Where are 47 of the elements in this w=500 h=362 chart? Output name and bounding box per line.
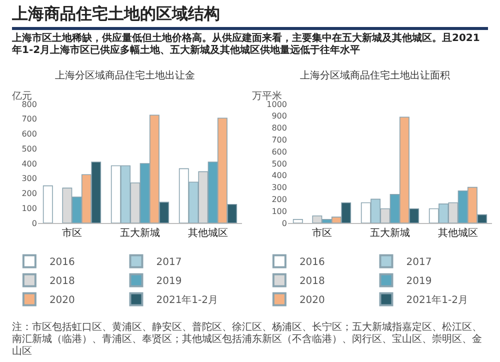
y-tick-label: 300 [272,183,287,192]
legend-label: 2018 [299,276,325,288]
x-tick-label: 五大新城 [370,227,410,239]
y-tick-label: 600 [22,130,37,139]
y-tick-label: 800 [272,124,287,133]
text: 上海商品住宅土地的区域结构 [12,4,488,30]
legend-label: 2020 [49,295,75,306]
y-tick-label: 100 [272,206,287,216]
y-tick-label: 200 [22,189,37,198]
text: 上海市区土地稀缺，供应量低但土地价格高。从供应建面来看，主要集中在五大新城及其他城区。且2021年1-2月上海市区已供应多幅土地、五大新城及其他城区供地量远低于往年水平 [12,33,481,57]
y-tick-label: 500 [272,159,287,168]
y-tick-label: 0 [282,218,287,228]
chart-title: 上海分区域商品住宅土地出让面积 [300,70,450,82]
y-tick-label: 200 [272,195,287,204]
legend-label: 2021年1-2月 [406,294,468,306]
x-tick-label: 五大新城 [120,227,160,239]
y-tick-label: 700 [22,114,37,124]
legend-label: 2019 [156,276,182,288]
y-tick-label: 700 [272,136,287,144]
y-tick-label: 400 [22,159,37,168]
x-tick-label: 市区 [62,227,82,239]
chart-title: 上海分区域商品住宅土地出让金 [55,70,195,82]
x-tick-label: 其他城区 [438,227,478,239]
legend-label: 2020 [299,295,325,306]
y-tick-label: 1000 [266,100,287,109]
y-tick-label: 600 [272,147,287,156]
y-tick-label: 500 [22,144,37,154]
bar [292,219,303,223]
legend-label: 2017 [156,257,182,268]
y-tick-label: 100 [22,204,37,213]
x-tick-label: 其他城区 [188,227,228,239]
x-tick-label: 市区 [312,227,332,239]
y-tick-label: 900 [272,112,287,121]
y-tick-label: 400 [272,171,287,180]
y-axis-title: 亿元 [11,91,32,102]
legend-label: 2016 [299,257,325,268]
legend-label: 2017 [406,257,432,268]
legend-label: 2016 [49,257,75,268]
y-tick-label: 0 [32,218,37,228]
legend-label: 2018 [49,276,75,288]
bar [42,185,53,223]
y-tick-label: 800 [22,100,37,109]
y-tick-label: 300 [22,174,37,184]
legend-label: 2019 [406,276,432,288]
text: 注：市区包括虹口区、黄浦区、静安区、普陀区、徐汇区、杨浦区、长宁区；五大新城指嘉定区、松江区、南汇新城（临港）、青浦区、奉贤区；其他城区包括浦东新区（不含临港）、闵行区、宝山区、崇明区、金山区 [12,322,483,358]
y-axis-title: 万平米 [252,90,282,102]
legend-label: 2021年1-2月 [156,294,218,306]
